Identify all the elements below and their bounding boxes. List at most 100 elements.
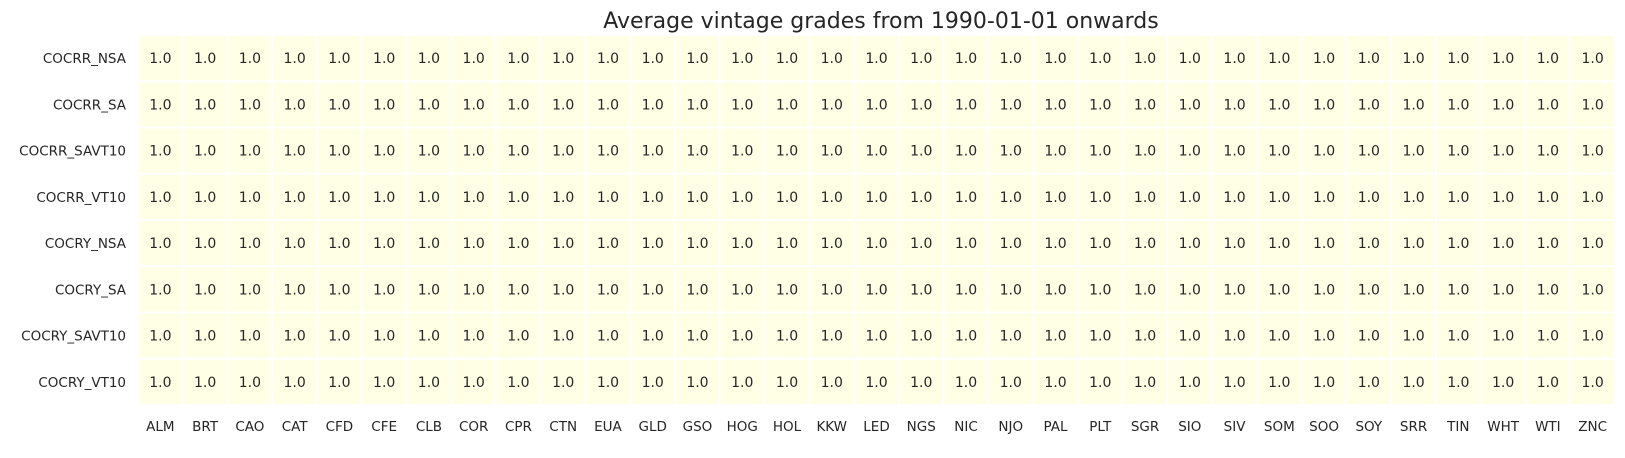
heatmap-cell bbox=[629, 357, 677, 406]
heatmap-cell-value: 1.0 bbox=[194, 97, 216, 113]
heatmap-cell bbox=[763, 357, 811, 406]
heatmap-cell-value: 1.0 bbox=[1134, 190, 1156, 206]
heatmap-cell-value: 1.0 bbox=[1447, 190, 1469, 206]
heatmap-cell-value: 1.0 bbox=[910, 236, 932, 252]
heatmap-cell-value: 1.0 bbox=[418, 375, 440, 391]
heatmap-cell bbox=[718, 265, 766, 314]
heatmap-cell-value: 1.0 bbox=[373, 282, 395, 298]
heatmap-cell-value: 1.0 bbox=[418, 144, 440, 160]
x-tick-label: NGS bbox=[907, 419, 936, 435]
heatmap-cell-value: 1.0 bbox=[373, 144, 395, 160]
heatmap-cell-value: 1.0 bbox=[731, 97, 753, 113]
heatmap-cell bbox=[450, 126, 498, 175]
heatmap-cell-value: 1.0 bbox=[284, 329, 306, 345]
heatmap-cell-value: 1.0 bbox=[686, 97, 708, 113]
heatmap-cell-value: 1.0 bbox=[284, 144, 306, 160]
heatmap-cell-value: 1.0 bbox=[1179, 282, 1201, 298]
heatmap-cell bbox=[808, 357, 856, 406]
heatmap-cell-value: 1.0 bbox=[1447, 97, 1469, 113]
heatmap-cell-value: 1.0 bbox=[1134, 329, 1156, 345]
x-tick-label: WTI bbox=[1535, 419, 1561, 435]
heatmap-cell-value: 1.0 bbox=[1402, 375, 1424, 391]
heatmap-cell bbox=[808, 126, 856, 175]
heatmap-cell bbox=[226, 126, 274, 175]
heatmap-cell-value: 1.0 bbox=[731, 190, 753, 206]
heatmap-cell-value: 1.0 bbox=[507, 144, 529, 160]
x-tick-label: EUA bbox=[594, 419, 622, 435]
heatmap-cell-value: 1.0 bbox=[463, 282, 485, 298]
heatmap-cell-value: 1.0 bbox=[1402, 144, 1424, 160]
heatmap-cell-value: 1.0 bbox=[910, 329, 932, 345]
heatmap-cell-value: 1.0 bbox=[1492, 190, 1514, 206]
y-tick-label: COCRR_VT10 bbox=[36, 190, 126, 206]
heatmap-cell-value: 1.0 bbox=[1581, 97, 1603, 113]
heatmap-cell-value: 1.0 bbox=[686, 329, 708, 345]
heatmap-cell-value: 1.0 bbox=[1223, 329, 1245, 345]
heatmap-cell-value: 1.0 bbox=[821, 329, 843, 345]
heatmap-cell-value: 1.0 bbox=[1492, 282, 1514, 298]
heatmap-cell-value: 1.0 bbox=[865, 282, 887, 298]
heatmap-cell-value: 1.0 bbox=[1000, 97, 1022, 113]
heatmap-cell-value: 1.0 bbox=[552, 97, 574, 113]
heatmap-cell bbox=[271, 311, 319, 360]
heatmap-cell-value: 1.0 bbox=[597, 51, 619, 67]
heatmap-cell-value: 1.0 bbox=[507, 375, 529, 391]
heatmap-cell-value: 1.0 bbox=[955, 190, 977, 206]
x-tick-label: CLB bbox=[416, 419, 442, 435]
heatmap-cell bbox=[1569, 80, 1617, 129]
heatmap-cell-value: 1.0 bbox=[686, 190, 708, 206]
heatmap-cell-value: 1.0 bbox=[1089, 375, 1111, 391]
heatmap-cell bbox=[1434, 357, 1482, 406]
heatmap-cell-value: 1.0 bbox=[1089, 190, 1111, 206]
heatmap-cell bbox=[629, 34, 677, 83]
x-tick-label: CTN bbox=[549, 419, 577, 435]
heatmap-cell bbox=[629, 126, 677, 175]
heatmap-cell-value: 1.0 bbox=[1358, 51, 1380, 67]
heatmap-cell-value: 1.0 bbox=[1402, 97, 1424, 113]
heatmap-cell-value: 1.0 bbox=[194, 190, 216, 206]
heatmap-cell-value: 1.0 bbox=[149, 282, 171, 298]
heatmap-cell-value: 1.0 bbox=[910, 97, 932, 113]
heatmap-cell-value: 1.0 bbox=[1268, 282, 1290, 298]
heatmap-cell-value: 1.0 bbox=[463, 190, 485, 206]
heatmap-cell-value: 1.0 bbox=[642, 236, 664, 252]
heatmap-cell-value: 1.0 bbox=[642, 375, 664, 391]
heatmap-cell bbox=[808, 172, 856, 221]
heatmap-cell-value: 1.0 bbox=[955, 51, 977, 67]
heatmap-cell-value: 1.0 bbox=[1044, 97, 1066, 113]
heatmap-cell-value: 1.0 bbox=[1179, 51, 1201, 67]
heatmap-cell-value: 1.0 bbox=[1089, 97, 1111, 113]
heatmap-cell-value: 1.0 bbox=[1492, 97, 1514, 113]
heatmap-cell bbox=[1032, 357, 1079, 406]
heatmap-cell bbox=[1300, 172, 1348, 221]
heatmap-cell-value: 1.0 bbox=[1447, 51, 1469, 67]
heatmap-cell bbox=[674, 311, 721, 360]
y-tick-label: COCRR_NSA bbox=[43, 51, 127, 67]
heatmap-cell bbox=[271, 357, 319, 406]
heatmap-cell-value: 1.0 bbox=[418, 282, 440, 298]
x-tick-label: GSO bbox=[683, 419, 713, 435]
heatmap-cell-value: 1.0 bbox=[821, 144, 843, 160]
y-tick-label: COCRR_SA bbox=[53, 97, 127, 113]
heatmap-cell-value: 1.0 bbox=[686, 236, 708, 252]
heatmap-cell-value: 1.0 bbox=[1000, 375, 1022, 391]
x-tick-label: NJO bbox=[998, 419, 1023, 435]
heatmap-cell-value: 1.0 bbox=[597, 282, 619, 298]
heatmap-cell bbox=[584, 126, 632, 175]
heatmap-cell-value: 1.0 bbox=[1223, 97, 1245, 113]
heatmap-cell-value: 1.0 bbox=[373, 329, 395, 345]
heatmap-cell bbox=[1300, 311, 1348, 360]
x-tick-label: SGR bbox=[1131, 419, 1159, 435]
heatmap-cell-value: 1.0 bbox=[552, 375, 574, 391]
heatmap-cell bbox=[1166, 311, 1214, 360]
heatmap-cell bbox=[718, 311, 766, 360]
heatmap-cell-value: 1.0 bbox=[731, 329, 753, 345]
heatmap-cell-value: 1.0 bbox=[194, 144, 216, 160]
heatmap-cell bbox=[1345, 311, 1393, 360]
heatmap-cell-value: 1.0 bbox=[1581, 236, 1603, 252]
heatmap-cell-value: 1.0 bbox=[1402, 329, 1424, 345]
heatmap-cell-value: 1.0 bbox=[731, 375, 753, 391]
heatmap-cell-value: 1.0 bbox=[776, 375, 798, 391]
heatmap-cell-value: 1.0 bbox=[1447, 375, 1469, 391]
heatmap-cell-value: 1.0 bbox=[194, 375, 216, 391]
